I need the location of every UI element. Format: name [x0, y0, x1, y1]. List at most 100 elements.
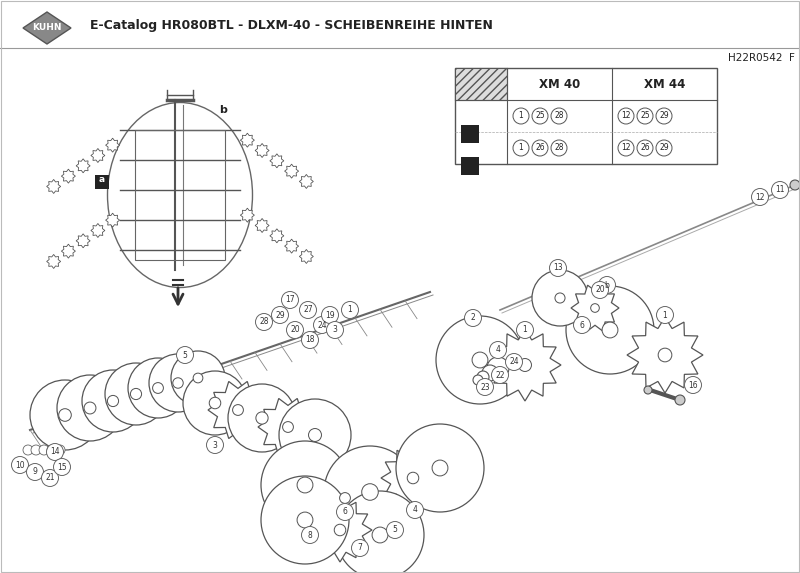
- Text: 12: 12: [755, 193, 765, 202]
- Text: 10: 10: [15, 461, 25, 469]
- Text: a: a: [99, 175, 105, 185]
- Circle shape: [11, 457, 29, 473]
- Circle shape: [39, 445, 49, 455]
- Circle shape: [491, 367, 509, 383]
- Circle shape: [297, 512, 313, 528]
- Circle shape: [342, 301, 358, 319]
- Circle shape: [326, 321, 343, 339]
- Circle shape: [432, 460, 448, 476]
- Text: a: a: [466, 112, 474, 122]
- Circle shape: [790, 180, 800, 190]
- Circle shape: [574, 316, 590, 333]
- Circle shape: [477, 371, 489, 383]
- Text: 5: 5: [393, 525, 398, 535]
- Circle shape: [407, 472, 418, 484]
- Text: 24: 24: [317, 320, 327, 329]
- Polygon shape: [270, 229, 284, 243]
- Circle shape: [591, 281, 609, 299]
- Text: 2: 2: [470, 313, 475, 323]
- Text: 17: 17: [285, 296, 295, 304]
- Text: 1: 1: [662, 311, 667, 320]
- Circle shape: [271, 307, 289, 324]
- Circle shape: [228, 384, 296, 452]
- Circle shape: [372, 527, 388, 543]
- Circle shape: [206, 437, 223, 453]
- Text: 25: 25: [640, 112, 650, 120]
- Circle shape: [334, 524, 346, 536]
- Text: 21: 21: [46, 473, 54, 482]
- Polygon shape: [308, 498, 372, 562]
- Polygon shape: [62, 169, 75, 183]
- Circle shape: [210, 397, 221, 409]
- Polygon shape: [46, 179, 61, 194]
- Circle shape: [351, 540, 369, 556]
- Circle shape: [644, 386, 652, 394]
- Circle shape: [337, 504, 354, 520]
- Circle shape: [336, 491, 424, 573]
- Text: XM 44: XM 44: [644, 77, 685, 91]
- Circle shape: [532, 140, 548, 156]
- Text: 20: 20: [595, 285, 605, 295]
- Circle shape: [517, 321, 534, 339]
- Circle shape: [261, 441, 349, 529]
- Circle shape: [555, 293, 565, 303]
- Circle shape: [487, 357, 509, 379]
- Circle shape: [183, 371, 247, 435]
- Text: 18: 18: [306, 336, 314, 344]
- Circle shape: [751, 189, 769, 206]
- Text: 1: 1: [348, 305, 352, 315]
- Circle shape: [107, 395, 118, 407]
- Circle shape: [436, 316, 524, 404]
- Circle shape: [473, 375, 483, 385]
- Circle shape: [602, 322, 618, 338]
- Circle shape: [105, 363, 167, 425]
- Text: 19: 19: [325, 311, 335, 320]
- Polygon shape: [285, 164, 298, 178]
- Circle shape: [46, 444, 63, 461]
- Circle shape: [177, 347, 194, 363]
- Polygon shape: [315, 468, 375, 528]
- Circle shape: [518, 359, 531, 371]
- Text: 9: 9: [33, 468, 38, 477]
- Text: 8: 8: [308, 531, 312, 540]
- Circle shape: [233, 405, 243, 415]
- Polygon shape: [106, 213, 120, 227]
- Polygon shape: [46, 254, 61, 269]
- Text: 13: 13: [553, 264, 563, 273]
- Bar: [455, 68, 507, 100]
- Text: 27: 27: [303, 305, 313, 315]
- Text: 26: 26: [535, 143, 545, 152]
- Polygon shape: [258, 398, 318, 456]
- Circle shape: [656, 108, 672, 124]
- Polygon shape: [489, 329, 561, 401]
- Text: 23: 23: [480, 383, 490, 391]
- Text: 16: 16: [688, 380, 698, 390]
- Text: 1: 1: [522, 325, 527, 335]
- Circle shape: [675, 395, 685, 405]
- Circle shape: [282, 422, 294, 433]
- Text: 15: 15: [57, 462, 67, 472]
- Polygon shape: [76, 159, 90, 173]
- Text: 29: 29: [275, 311, 285, 320]
- Circle shape: [26, 464, 43, 481]
- Text: KUHN: KUHN: [32, 23, 62, 33]
- Polygon shape: [23, 12, 71, 44]
- Circle shape: [282, 292, 298, 308]
- Circle shape: [193, 373, 203, 383]
- Text: H22R0542  F: H22R0542 F: [728, 53, 795, 63]
- Circle shape: [309, 429, 322, 441]
- Polygon shape: [627, 317, 703, 393]
- Circle shape: [551, 108, 567, 124]
- Circle shape: [255, 313, 273, 331]
- Text: 6: 6: [342, 508, 347, 516]
- Polygon shape: [299, 174, 314, 189]
- Polygon shape: [571, 285, 619, 331]
- Text: 7: 7: [358, 544, 362, 552]
- Circle shape: [297, 477, 313, 493]
- Circle shape: [532, 270, 588, 326]
- Text: b: b: [605, 281, 610, 289]
- Text: 28: 28: [554, 143, 564, 152]
- Text: 5: 5: [182, 351, 187, 359]
- Polygon shape: [76, 234, 90, 248]
- Polygon shape: [299, 249, 314, 264]
